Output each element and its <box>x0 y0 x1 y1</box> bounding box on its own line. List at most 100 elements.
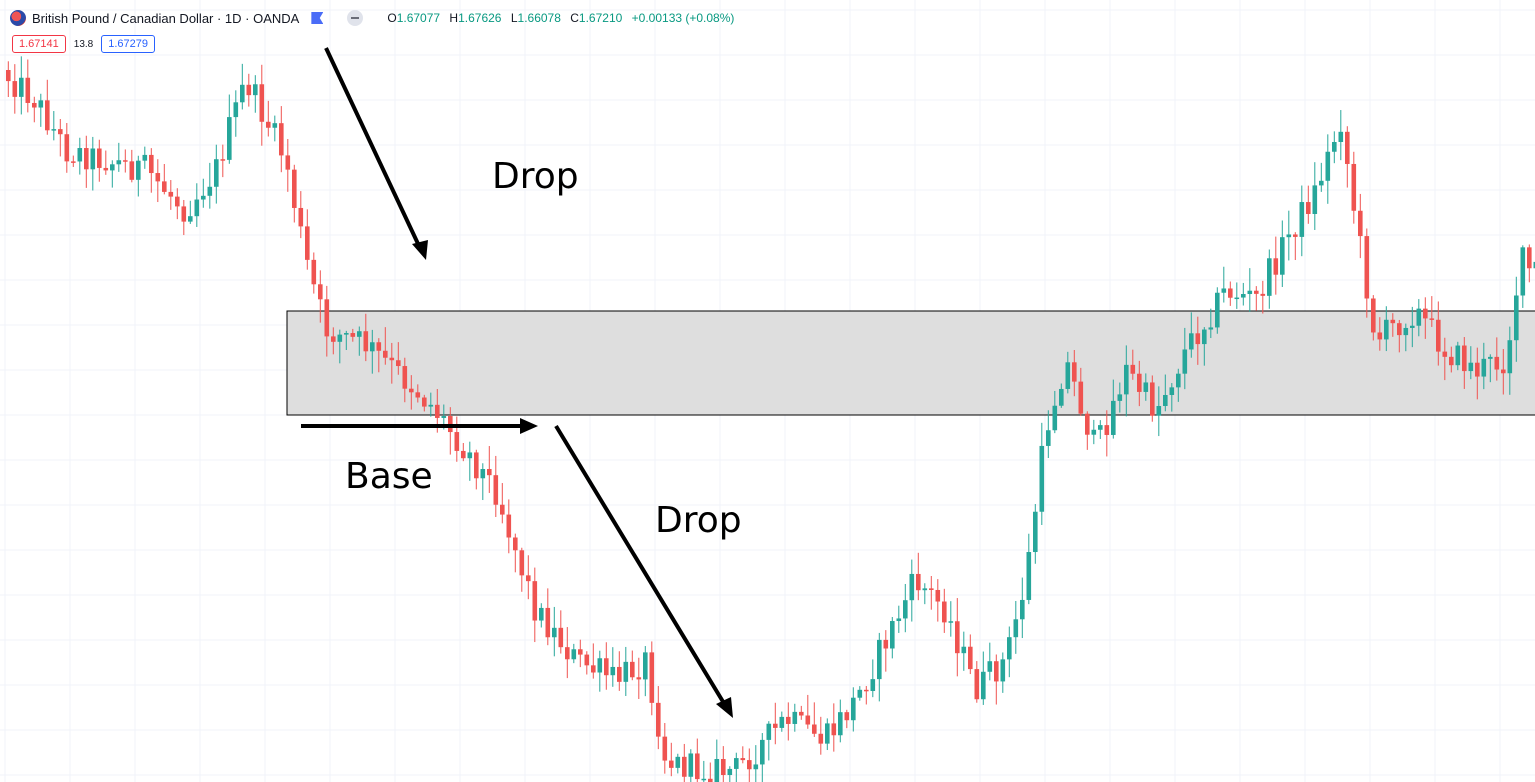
candle-down <box>129 161 135 180</box>
candle-up <box>1403 327 1409 336</box>
candle-up <box>1280 237 1285 275</box>
candle-up <box>441 416 447 418</box>
candle-up <box>734 758 739 769</box>
candle-up <box>233 102 239 118</box>
candle-up <box>1182 349 1188 374</box>
candle-down <box>435 404 440 418</box>
candle-up <box>1091 429 1097 435</box>
candle-down <box>415 392 421 398</box>
drop-arrow-2[interactable] <box>554 424 733 718</box>
sell-price-button[interactable]: 1.67141 <box>12 35 66 53</box>
candle-up <box>1039 445 1045 512</box>
candle-down <box>181 206 187 222</box>
candle-up <box>675 756 681 768</box>
candle-down <box>519 550 525 576</box>
candle-down <box>1442 351 1448 357</box>
candle-down <box>682 756 687 777</box>
candle-up <box>877 639 882 680</box>
candle-up <box>1111 400 1116 435</box>
candle-up <box>922 588 928 591</box>
drop-label-2[interactable]: Drop <box>655 500 742 541</box>
candle-up <box>227 117 232 160</box>
candle-up <box>1507 340 1513 374</box>
candle-down <box>45 100 50 131</box>
candle-up <box>110 164 115 171</box>
candle-down <box>1527 247 1532 269</box>
candle-down <box>168 191 174 197</box>
candle-up <box>896 618 902 622</box>
collapse-icon[interactable] <box>347 10 364 26</box>
candle-up <box>1013 619 1019 638</box>
candle-down <box>103 167 109 171</box>
candle-down <box>916 573 921 591</box>
candle-down <box>1462 345 1467 372</box>
candle-down <box>864 689 869 692</box>
candle-up <box>1241 294 1246 298</box>
candle-down <box>1390 319 1396 324</box>
candle-down <box>383 350 388 358</box>
candle-down <box>1078 381 1084 414</box>
candle-down <box>526 575 531 582</box>
candle-up <box>1176 373 1181 388</box>
candle-down <box>669 760 674 768</box>
candle-up <box>1026 552 1032 600</box>
base-label[interactable]: Base <box>345 456 433 497</box>
candle-up <box>1163 394 1168 407</box>
candle-up <box>136 160 141 180</box>
candle-up <box>1221 288 1227 293</box>
buy-price-button[interactable]: 1.67279 <box>101 35 155 53</box>
candle-down <box>1130 364 1136 374</box>
candle-down <box>1345 131 1350 164</box>
candle-up <box>357 331 362 337</box>
candle-up <box>1312 185 1318 215</box>
candle-up <box>987 661 993 672</box>
candle-down <box>1351 163 1357 211</box>
candle-up <box>1202 329 1207 345</box>
candle-down <box>318 284 323 300</box>
candle-down <box>591 665 596 673</box>
candle-down <box>155 173 161 182</box>
candle-up <box>981 671 986 700</box>
candle-up <box>1215 292 1220 328</box>
candle-up <box>1156 406 1162 416</box>
candle-up <box>344 333 349 335</box>
candle-down <box>1423 308 1428 319</box>
candle-down <box>363 331 369 352</box>
candle-down <box>1273 258 1279 275</box>
candle-up <box>643 652 648 680</box>
supply-zone-rectangle[interactable] <box>286 310 1535 416</box>
candle-down <box>1501 369 1506 374</box>
symbol-title[interactable]: British Pound / Canadian Dollar · 1D · O… <box>32 10 300 26</box>
candle-up <box>1208 327 1214 330</box>
candle-down <box>331 336 336 342</box>
candle-down <box>305 226 310 260</box>
candle-up <box>116 160 122 165</box>
candle-down <box>1475 362 1480 377</box>
candle-down <box>1364 236 1370 299</box>
candle-down <box>1150 382 1155 416</box>
candle-down <box>740 758 746 761</box>
candle-down <box>123 160 128 162</box>
candle-up <box>1189 333 1194 350</box>
candle-down <box>97 148 102 168</box>
drop-label-1[interactable]: Drop <box>492 156 579 197</box>
candle-down <box>805 715 811 725</box>
candle-up <box>825 723 830 744</box>
candle-up <box>1143 382 1149 392</box>
drop-arrow-1[interactable] <box>324 47 428 260</box>
candle-up <box>1052 405 1058 431</box>
candle-down <box>1228 288 1233 298</box>
candle-up <box>1410 325 1415 328</box>
candle-down <box>220 159 226 161</box>
market-status-icon[interactable] <box>311 12 324 24</box>
base-arrow[interactable] <box>301 418 538 434</box>
candle-down <box>545 607 551 638</box>
candle-down <box>844 712 850 721</box>
ohlc-values: O1.67077 H1.67626 L1.66078 C1.67210 +0.0… <box>387 11 735 25</box>
candle-up <box>272 123 278 128</box>
candle-down <box>812 724 817 734</box>
candle-up <box>961 646 967 654</box>
candle-down <box>149 154 154 174</box>
candle-down <box>617 666 622 682</box>
